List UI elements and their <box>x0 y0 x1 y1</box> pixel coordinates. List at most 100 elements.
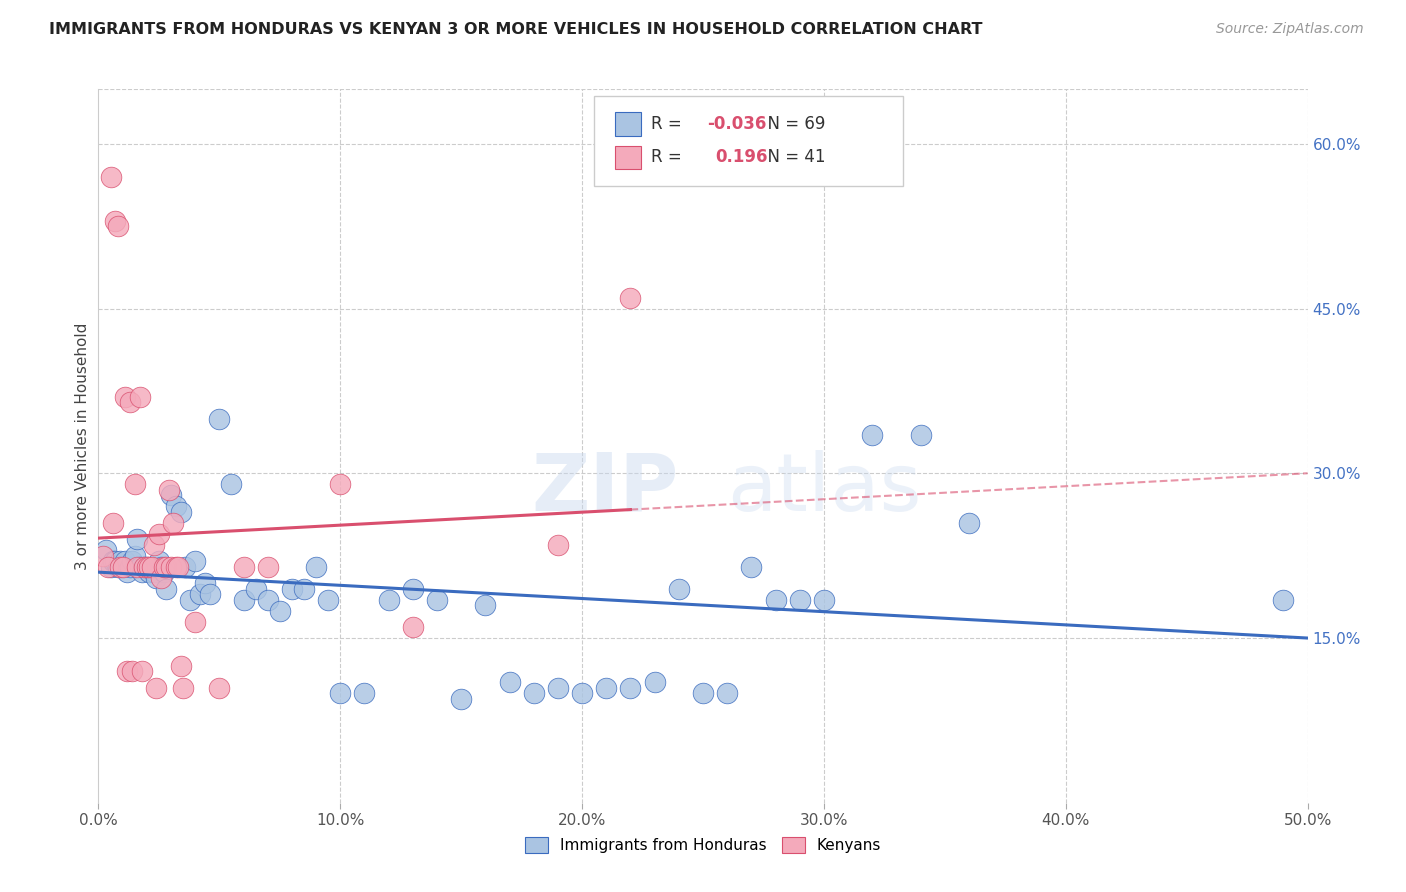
Point <box>162 516 184 530</box>
Point <box>174 559 197 574</box>
Point <box>114 554 136 568</box>
Point <box>107 559 129 574</box>
Point <box>117 566 139 580</box>
Point <box>118 559 141 574</box>
Point <box>377 592 399 607</box>
Point <box>97 559 120 574</box>
Point <box>134 559 156 574</box>
Point <box>124 549 146 563</box>
Point <box>100 559 122 574</box>
Point <box>165 500 187 514</box>
Point <box>547 538 569 552</box>
Point <box>114 390 136 404</box>
Point <box>127 533 149 547</box>
Text: 0.196: 0.196 <box>716 148 768 166</box>
Point <box>150 559 173 574</box>
Point <box>184 615 207 629</box>
Point <box>910 428 932 442</box>
Text: atlas: atlas <box>727 450 921 528</box>
Text: R =: R = <box>651 148 692 166</box>
Point <box>198 587 221 601</box>
Point <box>426 592 449 607</box>
Point <box>860 428 883 442</box>
Point <box>329 477 352 491</box>
Point <box>121 664 143 678</box>
Point <box>644 675 666 690</box>
Point <box>232 559 254 574</box>
Point <box>957 516 980 530</box>
Point <box>813 592 835 607</box>
Point <box>208 681 231 695</box>
Point <box>124 477 146 491</box>
Legend: Immigrants from Honduras, Kenyans: Immigrants from Honduras, Kenyans <box>519 831 887 859</box>
Point <box>269 604 291 618</box>
Point <box>221 477 243 491</box>
Point <box>668 582 690 596</box>
Point <box>118 395 141 409</box>
Point <box>716 686 738 700</box>
Point <box>155 582 177 596</box>
Point <box>152 559 174 574</box>
Point <box>619 681 641 695</box>
Point <box>595 681 617 695</box>
Point <box>131 664 153 678</box>
Point <box>402 582 425 596</box>
Point <box>143 538 166 552</box>
Point <box>740 559 762 574</box>
Point <box>172 681 194 695</box>
Text: IMMIGRANTS FROM HONDURAS VS KENYAN 3 OR MORE VEHICLES IN HOUSEHOLD CORRELATION C: IMMIGRANTS FROM HONDURAS VS KENYAN 3 OR … <box>49 22 983 37</box>
Point <box>169 505 191 519</box>
Text: N = 41: N = 41 <box>758 148 825 166</box>
Point <box>179 592 201 607</box>
Point <box>111 559 134 574</box>
Point <box>91 549 114 563</box>
Point <box>135 559 157 574</box>
Point <box>1272 592 1295 607</box>
Point <box>135 559 157 574</box>
Point <box>165 559 187 574</box>
Point <box>148 526 170 541</box>
Point <box>145 681 167 695</box>
Point <box>256 559 278 574</box>
Point <box>184 554 207 568</box>
Point <box>108 554 131 568</box>
Point <box>353 686 375 700</box>
Point <box>692 686 714 700</box>
Point <box>108 559 131 574</box>
Text: ZIP: ZIP <box>531 450 679 528</box>
Point <box>94 543 117 558</box>
FancyBboxPatch shape <box>614 145 641 169</box>
Point <box>281 582 304 596</box>
Point <box>157 483 180 497</box>
Point <box>121 554 143 568</box>
Y-axis label: 3 or more Vehicles in Household: 3 or more Vehicles in Household <box>75 322 90 570</box>
Text: N = 69: N = 69 <box>758 115 825 133</box>
Point <box>145 571 167 585</box>
Point <box>329 686 352 700</box>
Point <box>194 576 217 591</box>
Point <box>316 592 339 607</box>
Point <box>619 291 641 305</box>
Point <box>138 566 160 580</box>
Point <box>141 559 163 574</box>
Point <box>148 554 170 568</box>
Point <box>188 587 211 601</box>
Point <box>111 559 134 574</box>
Point <box>450 691 472 706</box>
Point <box>256 592 278 607</box>
Text: R =: R = <box>651 115 688 133</box>
Point <box>160 488 183 502</box>
Point <box>117 664 139 678</box>
Point <box>127 559 149 574</box>
Point <box>128 559 150 574</box>
FancyBboxPatch shape <box>595 96 903 186</box>
FancyBboxPatch shape <box>614 112 641 136</box>
Point <box>104 214 127 228</box>
Point <box>141 559 163 574</box>
Point <box>155 559 177 574</box>
Point <box>245 582 267 596</box>
Point <box>152 566 174 580</box>
Point <box>100 169 122 184</box>
Text: -0.036: -0.036 <box>707 115 766 133</box>
Point <box>101 554 124 568</box>
